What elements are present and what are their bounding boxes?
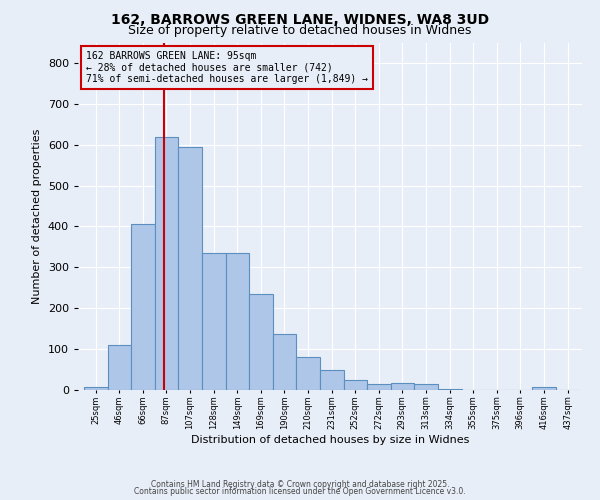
Text: 162 BARROWS GREEN LANE: 95sqm
← 28% of detached houses are smaller (742)
71% of : 162 BARROWS GREEN LANE: 95sqm ← 28% of d… (86, 50, 368, 84)
X-axis label: Distribution of detached houses by size in Widnes: Distribution of detached houses by size … (191, 435, 469, 445)
Bar (344, 380, 367, 390)
Bar (391, 383, 413, 390)
Bar (226, 253, 248, 390)
Bar (296, 358, 320, 390)
Text: Contains HM Land Registry data © Crown copyright and database right 2025.: Contains HM Land Registry data © Crown c… (151, 480, 449, 489)
Bar (202, 253, 226, 390)
Bar (437, 389, 462, 390)
Bar (413, 384, 437, 390)
Text: 162, BARROWS GREEN LANE, WIDNES, WA8 3UD: 162, BARROWS GREEN LANE, WIDNES, WA8 3UD (111, 12, 489, 26)
Bar (320, 370, 344, 390)
Y-axis label: Number of detached properties: Number of detached properties (32, 128, 42, 304)
Bar (131, 224, 155, 390)
Text: Contains public sector information licensed under the Open Government Licence v3: Contains public sector information licen… (134, 488, 466, 496)
Bar (367, 384, 391, 390)
Bar (248, 294, 273, 390)
Bar (273, 334, 296, 390)
Text: Size of property relative to detached houses in Widnes: Size of property relative to detached ho… (128, 24, 472, 37)
Bar (108, 345, 131, 390)
Bar (532, 386, 556, 390)
Bar (178, 147, 202, 390)
Bar (155, 136, 178, 390)
Bar (84, 386, 108, 390)
